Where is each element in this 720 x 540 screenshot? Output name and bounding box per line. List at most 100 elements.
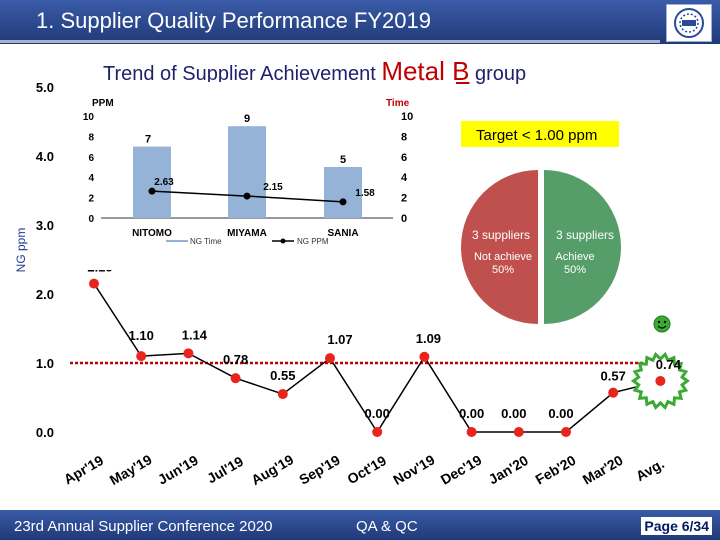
x-tick-label: Sep'19 [296,451,343,487]
inset-category-label: SANIA [327,228,358,239]
data-label: 0.00 [501,406,526,421]
inset-left-tick: 0 [88,214,94,225]
data-point [277,389,288,400]
inset-bar [133,146,171,218]
data-point [419,351,430,362]
data-point [89,278,99,289]
pie-sub-label: Achieve [555,251,594,263]
data-label: 0.55 [270,368,295,383]
inset-right-tick: 2 [401,193,407,205]
footer-department: QA & QC [356,518,418,535]
inset-left-tick: 4 [88,173,94,184]
x-tick-label: Dec'19 [438,451,485,487]
pie-label: 3 suppliers [472,228,530,242]
title-stripe [0,40,660,43]
data-label: 0.00 [459,406,484,421]
smiley-eye [663,320,667,324]
logo-icon [674,8,704,38]
subtitle-suffix: group [469,63,527,85]
inset-left-axis-label: PPM [92,98,114,109]
inset-bar-label: 5 [340,154,346,166]
inset-left-tick: 2 [88,194,94,205]
pie-percent-label: 50% [492,264,514,276]
subtitle-highlight: Metal B [381,56,470,86]
data-label: 0.00 [365,406,390,421]
inset-ppm-point [148,187,156,195]
x-tick-label: Nov'19 [390,451,437,488]
x-tick-label: Avg. [633,455,667,484]
footer-bar: 23rd Annual Supplier Conference 2020 QA … [0,510,720,540]
data-point [608,387,619,398]
inset-left-tick: 6 [88,153,94,164]
data-point [230,373,241,384]
target-label: Target < 1.00 ppm [476,127,597,144]
inset-category-label: MIYAMA [227,228,267,239]
data-point [325,353,335,364]
data-label: 0.00 [548,406,573,421]
pie-slice-not-achieve [461,170,538,324]
supplier-inset-chart: 0 0 2 2 4 4 6 6 8 8 10 10 PPM Time 7 9 5 2.63 2.15 1.58 NITO… [66,82,456,270]
data-label: 1.14 [182,327,208,342]
data-label: 0.78 [223,352,248,367]
inset-right-tick: 6 [401,152,407,164]
x-tick-label: Oct'19 [344,452,389,487]
inset-ppm-point [339,198,347,206]
smiley-mouth [657,325,667,329]
data-label: 0.57 [601,369,626,384]
pie-label: 3 suppliers [556,228,614,242]
x-tick-label: May'19 [107,451,155,488]
x-tick-label: Jan'20 [486,452,531,487]
pie-slice-achieve [544,170,621,324]
chart-subtitle: Trend of Supplier Achievement Metal B gr… [103,56,526,87]
x-tick-label: Mar'20 [580,452,626,488]
inset-ppm-label: 2.63 [154,177,174,188]
data-label: 1.10 [129,328,154,343]
y-tick-label: 4.0 [36,149,54,164]
data-point [561,427,571,437]
inset-right-tick: 8 [401,131,407,143]
inset-bar-label: 7 [145,134,151,146]
y-tick-label: 0.0 [36,425,54,440]
inset-right-axis-label: Time [386,98,410,109]
x-tick-label: Jun'19 [155,452,201,488]
inset-ppm-label: 2.15 [263,182,283,193]
inset-left-tick: 8 [88,132,94,143]
slide-title: 1. Supplier Quality Performance FY2019 [36,8,431,33]
data-point [655,375,666,386]
footer-conference: 23rd Annual Supplier Conference 2020 [14,518,273,535]
inset-ppm-point [243,192,251,200]
inset-left-tick: 10 [83,112,95,123]
y-tick-label: 3.0 [36,218,54,233]
legend-ng-time: NG Time [190,237,222,246]
inset-bar-label: 9 [244,113,250,125]
data-point [183,348,194,359]
inset-right-tick: 4 [401,172,408,184]
y-axis-label: NG ppm [14,228,28,273]
inset-bar [324,167,362,218]
target-box [461,121,619,147]
data-point [466,427,477,437]
legend-ng-ppm: NG PPM [297,237,329,246]
smiley-icon [653,315,671,333]
data-point [136,351,147,362]
company-logo [666,4,712,42]
page-number: Page 6/34 [641,517,712,535]
inset-bar [228,126,266,218]
smiley-eye [657,320,661,324]
x-tick-label: Aug'19 [248,451,296,488]
inset-ppm-label: 1.58 [355,188,375,199]
ng-ppm-chart: 0.0 1.0 2.0 3.0 4.0 5.0 NG ppm 2.15 1.10 1.14 0.78… [14,80,690,488]
x-tick-label: Jul'19 [204,453,246,487]
x-tick-label: Apr'19 [61,452,106,487]
data-point [513,427,524,437]
inset-right-tick: 10 [401,111,413,123]
y-tick-label: 1.0 [36,356,54,371]
inset-right-tick: 0 [401,213,407,225]
y-tick-label: 5.0 [36,80,54,95]
pie-percent-label: 50% [564,264,586,276]
x-tick-label: Feb'20 [533,452,579,488]
data-point [372,427,383,437]
smiley-face [653,315,671,333]
legend-marker-ng-ppm [280,238,286,244]
